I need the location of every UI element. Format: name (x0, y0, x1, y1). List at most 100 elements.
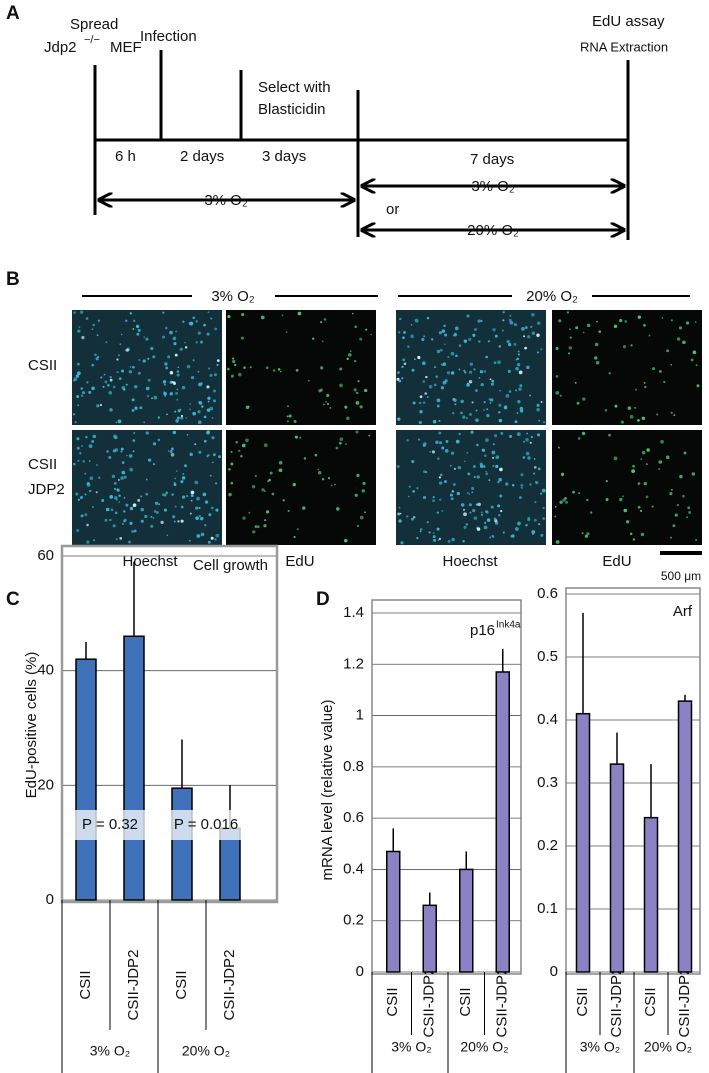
cell-nucleus (651, 505, 654, 508)
cell-nucleus (147, 458, 152, 462)
cell-nucleus (277, 368, 281, 371)
cell-nucleus (486, 518, 491, 522)
cell-nucleus (540, 400, 543, 403)
cell-nucleus (113, 481, 117, 485)
cell-nucleus (215, 508, 219, 512)
cell-nucleus (490, 382, 494, 386)
cell-nucleus (278, 460, 283, 465)
cell-nucleus (197, 370, 200, 373)
cell-nucleus (472, 508, 476, 513)
annotation: P = 0.016 (174, 816, 238, 833)
cell-nucleus (173, 483, 177, 486)
cell-nucleus (483, 401, 486, 404)
cell-nucleus (137, 371, 141, 375)
cell-nucleus (131, 409, 135, 412)
cell-nucleus (92, 506, 94, 508)
cell-nucleus (370, 333, 372, 336)
cell-nucleus (195, 341, 198, 344)
y-tick-label: 0.4 (343, 860, 364, 877)
cell-nucleus (534, 501, 537, 504)
cell-nucleus (339, 383, 343, 388)
cell-nucleus (84, 493, 87, 496)
cell-nucleus (133, 529, 137, 533)
cell-nucleus (614, 404, 618, 408)
cell-nucleus (431, 450, 435, 454)
cell-nucleus (214, 327, 218, 331)
cell-nucleus (152, 442, 157, 446)
cell-nucleus (540, 533, 544, 537)
y-tick-label: 0.8 (343, 758, 364, 775)
cell-nucleus (89, 489, 92, 493)
cell-nucleus (436, 349, 441, 354)
cell-nucleus (519, 384, 523, 388)
cell-nucleus (151, 397, 154, 400)
cell-nucleus (561, 473, 564, 477)
cell-nucleus (447, 539, 451, 543)
cell-nucleus (643, 381, 646, 384)
cell-nucleus (525, 523, 528, 527)
cell-nucleus (458, 368, 461, 371)
cell-nucleus (581, 532, 584, 535)
cell-nucleus (121, 369, 125, 373)
cell-nucleus (180, 519, 184, 523)
cell-nucleus (534, 480, 538, 484)
cell-nucleus (81, 445, 83, 447)
cell-nucleus (526, 365, 530, 370)
cell-nucleus (569, 336, 572, 339)
bar (677, 700, 693, 973)
cell-nucleus (133, 319, 136, 322)
cell-nucleus (263, 524, 267, 528)
cell-nucleus (79, 495, 84, 500)
cell-nucleus (132, 450, 135, 453)
y-axis-label: EdU-positive cells (%) (23, 652, 40, 799)
cell-nucleus (287, 405, 289, 408)
cell-nucleus (397, 331, 401, 334)
cell-nucleus (286, 420, 290, 423)
cell-nucleus (622, 345, 627, 349)
superscript: −/− (84, 34, 100, 46)
cell-nucleus (479, 464, 484, 468)
cell-nucleus (497, 360, 501, 365)
cell-nucleus (162, 380, 167, 384)
cell-nucleus (473, 516, 478, 520)
cell-nucleus (169, 330, 173, 335)
cell-nucleus (485, 355, 488, 359)
cell-nucleus (115, 421, 118, 424)
cell-nucleus (132, 328, 135, 330)
cell-nucleus (460, 399, 464, 404)
cell-nucleus (232, 357, 235, 360)
y-tick-label: 0 (46, 891, 54, 908)
cell-nucleus (198, 514, 201, 518)
cell-nucleus (93, 539, 96, 542)
cell-nucleus (158, 503, 161, 506)
cell-nucleus (432, 499, 435, 503)
cell-nucleus (144, 514, 148, 519)
oxygen-label: 20% O₂ (467, 222, 519, 239)
cell-nucleus (538, 419, 541, 422)
cell-nucleus (513, 342, 517, 346)
step-label: Blasticidin (258, 101, 326, 118)
cell-nucleus (119, 537, 123, 540)
cell-nucleus (508, 390, 512, 393)
cell-nucleus (181, 385, 186, 390)
cell-nucleus (110, 508, 114, 512)
cell-nucleus (440, 363, 444, 366)
cell-nucleus (339, 437, 344, 441)
cell-nucleus (125, 319, 128, 322)
cell-nucleus (98, 476, 101, 479)
cell-nucleus (86, 523, 89, 527)
cell-nucleus (118, 354, 121, 357)
cell-nucleus (450, 351, 455, 356)
cell-nucleus (84, 513, 88, 517)
cell-nucleus (670, 411, 673, 414)
cell-nucleus (346, 357, 349, 361)
cell-nucleus (641, 450, 646, 455)
cell-nucleus (292, 482, 296, 487)
cell-nucleus (417, 355, 421, 360)
cell-nucleus (529, 394, 532, 397)
cell-nucleus (640, 532, 645, 537)
cell-nucleus (484, 454, 487, 457)
duration: 2 days (180, 148, 224, 165)
cell-nucleus (206, 430, 210, 434)
cell-nucleus (121, 522, 124, 525)
